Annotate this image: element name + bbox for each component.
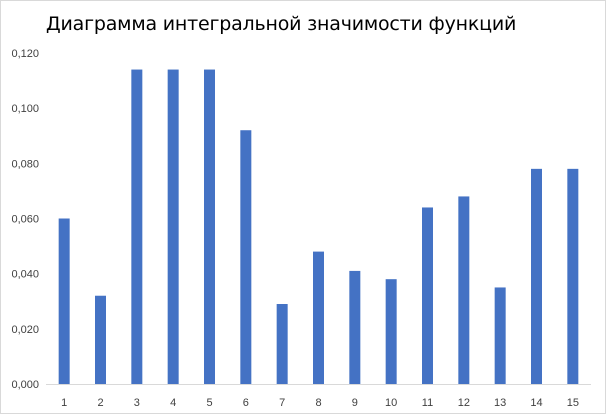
y-tick-label: 0,040 (11, 269, 39, 281)
bar (95, 295, 106, 384)
x-tick-label: 8 (315, 397, 321, 409)
y-tick-label: 0,120 (11, 48, 39, 60)
x-tick-label: 5 (206, 397, 212, 409)
bar (458, 196, 470, 384)
x-tick-label: 2 (97, 397, 103, 409)
bar (385, 279, 397, 384)
y-axis-ticks: 0,000 0,020 0,040 0,060 0,080 0,100 0,120 (11, 48, 39, 391)
bar (349, 270, 361, 384)
bar (58, 218, 70, 384)
y-tick-label: 0,080 (11, 158, 39, 170)
x-tick-label: 14 (530, 397, 542, 409)
bar (131, 69, 143, 385)
x-tick-label: 1 (61, 397, 67, 409)
y-tick-label: 0,060 (11, 214, 39, 226)
chart-title: Диаграмма интегральной значимости функци… (45, 13, 517, 35)
x-tick-label: 10 (385, 397, 397, 409)
y-tick-label: 0,020 (11, 324, 39, 336)
bar (531, 168, 542, 384)
x-tick-label: 6 (243, 397, 249, 409)
bar (567, 168, 579, 384)
bar (167, 69, 179, 385)
bar (240, 130, 252, 384)
x-tick-label: 13 (494, 397, 506, 409)
x-axis-ticks: 1 2 3 4 5 6 7 8 9 10 11 12 13 14 15 (61, 397, 579, 409)
bar (204, 69, 215, 385)
x-tick-label: 15 (567, 397, 579, 409)
y-tick-label: 0,100 (11, 103, 39, 115)
bar (313, 251, 324, 384)
x-tick-label: 4 (170, 397, 176, 409)
x-tick-label: 7 (279, 397, 285, 409)
y-tick-label: 0,000 (11, 379, 39, 391)
x-tick-label: 11 (422, 397, 433, 409)
bar (422, 207, 433, 384)
x-tick-label: 9 (352, 397, 358, 409)
bar (494, 287, 506, 384)
x-tick-label: 12 (458, 397, 470, 409)
x-tick-label: 3 (134, 397, 140, 409)
bar (276, 304, 288, 384)
bars (58, 69, 579, 385)
